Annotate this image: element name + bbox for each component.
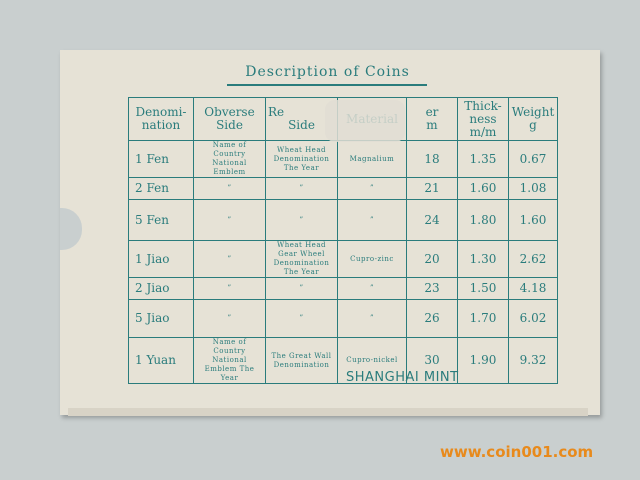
header-text: er bbox=[425, 105, 439, 119]
table-cell: ” bbox=[265, 277, 338, 300]
table-cell: Magnalium bbox=[337, 140, 407, 178]
header-text: Re bbox=[268, 105, 285, 119]
table-cell: ” bbox=[337, 199, 407, 241]
table-cell: 26 bbox=[406, 299, 458, 338]
table-row: 2 Fen””” 21 1.60 1.08 bbox=[128, 177, 558, 200]
table-cell: 1.70 bbox=[457, 299, 509, 338]
table-cell: ” bbox=[337, 177, 407, 200]
table-cell: ” bbox=[193, 299, 266, 338]
table-cell: 1.60 bbox=[508, 199, 558, 241]
coin-table: Denomi-nationObverseSideReSideMaterialer… bbox=[128, 97, 558, 384]
table-cell: 1.80 bbox=[457, 199, 509, 241]
table-cell: 6.02 bbox=[508, 299, 558, 338]
table-cell: ” bbox=[265, 299, 338, 338]
table-cell: 1.60 bbox=[457, 177, 509, 200]
table-cell: 2.62 bbox=[508, 240, 558, 278]
table-cell: Cupro-nickel bbox=[337, 337, 407, 384]
table-row: 1 Jiao” Wheat Head Gear Wheel Denominatio… bbox=[128, 240, 558, 278]
header-text: m bbox=[426, 118, 438, 132]
table-cell: 5 Jiao bbox=[128, 299, 194, 338]
header-text: m/m bbox=[469, 124, 497, 139]
table-cell: 1.08 bbox=[508, 177, 558, 200]
table-cell: Name of Country National Emblem bbox=[193, 140, 266, 178]
table-cell: The Great Wall Denomination bbox=[265, 337, 338, 384]
table-cell: ” bbox=[337, 277, 407, 300]
header-cell: Thick-ness m/m bbox=[457, 97, 509, 141]
card-title: Description of Coins bbox=[245, 64, 410, 80]
table-cell: 1.30 bbox=[457, 240, 509, 278]
table-cell: 24 bbox=[406, 199, 458, 241]
title-underline bbox=[227, 84, 427, 86]
table-cell: ” bbox=[265, 199, 338, 241]
table-cell: 2 Jiao bbox=[128, 277, 194, 300]
table-cell: ” bbox=[337, 299, 407, 338]
table-cell: 20 bbox=[406, 240, 458, 278]
table-cell: 0.67 bbox=[508, 140, 558, 178]
header-text: Obverse bbox=[204, 105, 255, 119]
header-cell: Weight g bbox=[508, 97, 558, 141]
table-row: 1 Fen Name of Country National Emblem Whea… bbox=[128, 140, 558, 178]
table-row: 1 Yuan Name of Country National Emblem Th… bbox=[128, 337, 558, 384]
table-cell: 1.35 bbox=[457, 140, 509, 178]
table-row: 5 Jiao””” 26 1.70 6.02 bbox=[128, 299, 558, 338]
table-cell: 5 Fen bbox=[128, 199, 194, 241]
table-cell: 4.18 bbox=[508, 277, 558, 300]
table-cell: 1 Jiao bbox=[128, 240, 194, 278]
table-cell: 2 Fen bbox=[128, 177, 194, 200]
header-text: Side bbox=[216, 118, 243, 132]
watermark: www.coin001.com bbox=[440, 443, 594, 461]
table-cell: Wheat Head Gear Wheel Denomination The Y… bbox=[265, 240, 338, 278]
card-notch bbox=[60, 208, 82, 250]
header-cell: Denomi-nation bbox=[128, 97, 194, 141]
table-cell: ” bbox=[193, 240, 266, 278]
table-cell: 23 bbox=[406, 277, 458, 300]
smudge bbox=[325, 100, 405, 142]
table-cell: ” bbox=[193, 199, 266, 241]
table-cell: 1 Yuan bbox=[128, 337, 194, 384]
table-row: 5 Fen””” 24 1.80 1.60 bbox=[128, 199, 558, 241]
table-cell: 21 bbox=[406, 177, 458, 200]
table-cell: 9.32 bbox=[508, 337, 558, 384]
mint-name: SHANGHAI MINT bbox=[346, 370, 459, 385]
table-cell: Cupro-zinc bbox=[337, 240, 407, 278]
table-cell: Wheat Head Denomination The Year bbox=[265, 140, 338, 178]
table-cell: 1.90 bbox=[457, 337, 509, 384]
header-text: Weight bbox=[511, 105, 555, 119]
header-cell: Obverse Side bbox=[193, 97, 266, 141]
header-text: nation bbox=[141, 118, 181, 132]
table-row: 2 Jiao””” 23 1.50 4.18 bbox=[128, 277, 558, 300]
header-text: Thick- bbox=[464, 98, 502, 113]
table-cell: 1 Fen bbox=[128, 140, 194, 178]
header-text: g bbox=[529, 118, 537, 132]
header-cell: er m bbox=[406, 97, 458, 141]
table-cell: ” bbox=[193, 277, 266, 300]
table-cell: Name of Country National Emblem The Year bbox=[193, 337, 266, 384]
table-cell: 18 bbox=[406, 140, 458, 178]
table-cell: ” bbox=[193, 177, 266, 200]
header-text: Denomi- bbox=[135, 105, 187, 119]
header-text: ness bbox=[469, 111, 497, 126]
header-text: Side bbox=[288, 118, 315, 132]
table-cell: 1.50 bbox=[457, 277, 509, 300]
table-cell: ” bbox=[265, 177, 338, 200]
card-edge bbox=[68, 408, 588, 416]
